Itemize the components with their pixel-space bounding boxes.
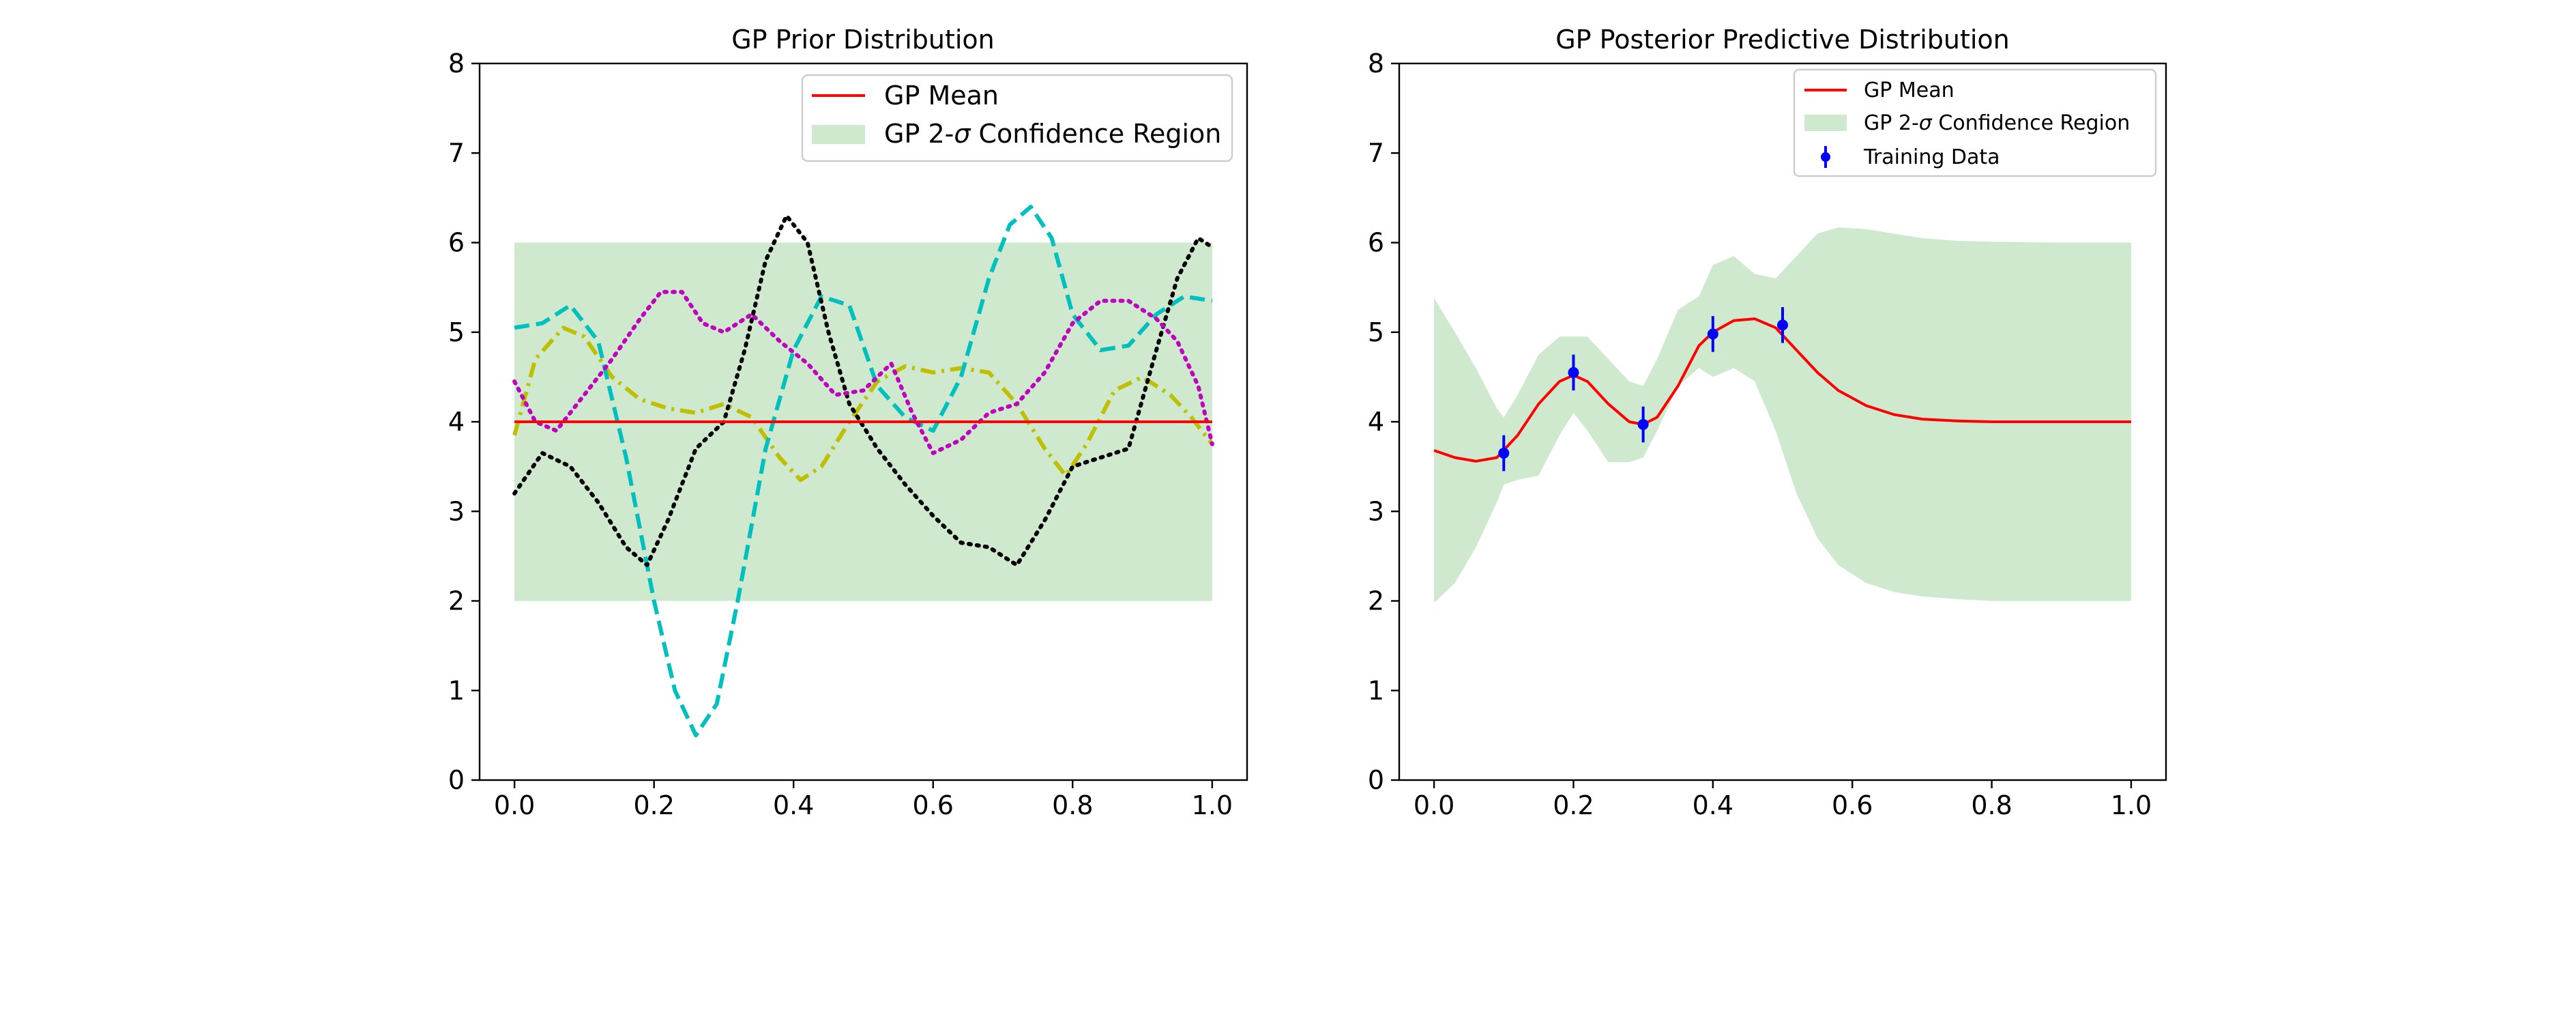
prior-y-tick-label: 2 [448,586,465,616]
posterior-y-tick-label: 2 [1368,586,1384,616]
prior-sample-line-3 [512,214,1214,567]
posterior-band-area [1434,227,2131,603]
prior-title: GP Prior Distribution [731,25,995,55]
posterior-y-tick-label: 7 [1368,138,1384,168]
prior-y-tick-label: 4 [448,407,465,437]
prior-legend-band-label: GP 2-σ Confidence Region [884,119,1221,149]
posterior-y-tick-label: 4 [1368,407,1384,437]
posterior-title: GP Posterior Predictive Distribution [1555,25,2010,55]
posterior-x-ticks: 0.0 0.2 0.4 0.6 0.8 1.0 [1414,780,2152,820]
prior-y-tick-label: 8 [448,48,465,78]
posterior-y-tick-label: 5 [1368,317,1384,347]
prior-legend-mean-label: GP Mean [884,81,999,111]
training-data-point [1568,366,1579,378]
training-data-point [1637,418,1649,430]
prior-sample-line-1 [512,326,1214,483]
posterior-y-ticks: 0 1 2 3 4 5 6 7 8 [1368,48,1399,795]
prior-x-tick-label: 0.0 [494,790,535,820]
posterior-legend-box [1793,68,2157,177]
posterior-legend-data-marker [1821,152,1830,162]
posterior-y-tick-label: 8 [1368,48,1384,78]
prior-x-tick-label: 0.2 [633,790,674,820]
posterior-y-tick-label: 1 [1368,676,1384,706]
prior-y-tick-label: 6 [448,228,465,258]
posterior-confidence-band [1434,227,2131,603]
prior-chart: 0.0 0.2 0.4 0.6 0.8 1.0 0 1 2 3 4 5 6 7 8 GP Prior Di… [448,25,1248,820]
prior-y-ticks: 0 1 2 3 4 5 6 7 8 [448,48,480,795]
prior-x-ticks: 0.0 0.2 0.4 0.6 0.8 1.0 [494,780,1233,820]
posterior-x-tick-label: 0.2 [1553,790,1594,820]
posterior-y-tick-label: 3 [1368,496,1384,526]
prior-x-tick-label: 0.8 [1052,790,1093,820]
prior-y-tick-label: 0 [448,765,465,795]
posterior-training-data [1498,307,1788,472]
posterior-chart: 0.0 0.2 0.4 0.6 0.8 1.0 0 1 2 3 4 5 6 7 8 GP Posterio… [1368,25,2167,820]
posterior-y-tick-label: 6 [1368,228,1384,258]
prior-y-tick-label: 5 [448,317,465,347]
posterior-x-tick-label: 0.6 [1832,790,1873,820]
posterior-legend: GP Mean GP 2-σ Confidence Region Trainin… [1793,68,2157,177]
posterior-x-tick-label: 0.0 [1414,790,1454,820]
training-data-point [1707,328,1718,340]
prior-y-tick-label: 3 [448,496,465,526]
prior-legend: GP Mean GP 2-σ Confidence Region [801,74,1233,162]
prior-sample-line-4 [512,289,1214,455]
posterior-legend-band-swatch [1804,115,1847,131]
prior-x-tick-label: 0.4 [773,790,814,820]
posterior-y-tick-label: 0 [1368,765,1384,795]
training-data-point [1498,447,1510,459]
prior-samples [512,205,1214,738]
prior-x-tick-label: 0.6 [913,790,954,820]
posterior-legend-band-label: GP 2-σ Confidence Region [1864,111,2130,135]
prior-y-tick-label: 7 [448,138,465,168]
prior-y-tick-label: 1 [448,676,465,706]
posterior-mean-line [1433,317,2131,463]
prior-legend-box [801,74,1233,162]
training-data-point [1777,319,1788,331]
posterior-x-tick-label: 1.0 [2111,790,2152,820]
posterior-legend-data-label: Training Data [1863,145,2000,169]
posterior-x-tick-label: 0.4 [1693,790,1733,820]
posterior-x-tick-label: 0.8 [1971,790,2012,820]
posterior-mean [1433,317,2131,463]
prior-legend-band-swatch [812,125,865,144]
prior-x-tick-label: 1.0 [1192,790,1233,820]
posterior-legend-mean-label: GP Mean [1864,78,1955,102]
